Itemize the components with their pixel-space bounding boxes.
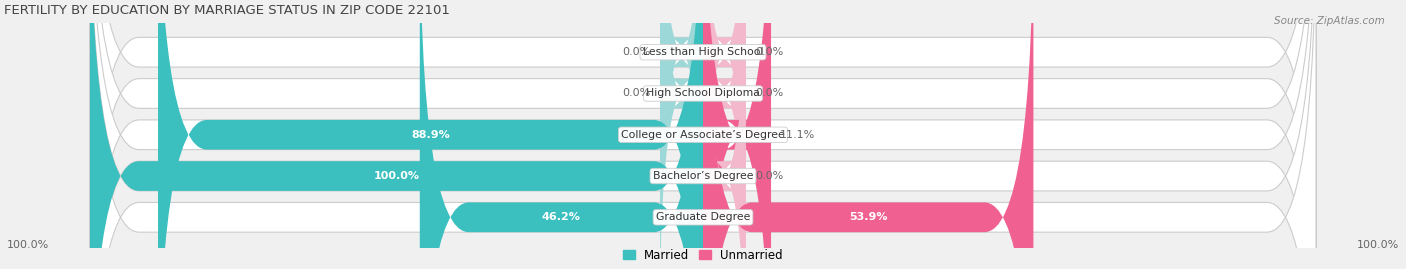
FancyBboxPatch shape — [703, 0, 1033, 269]
Text: 0.0%: 0.0% — [755, 171, 783, 181]
Text: 0.0%: 0.0% — [755, 47, 783, 57]
Text: 0.0%: 0.0% — [755, 89, 783, 98]
FancyBboxPatch shape — [703, 0, 747, 269]
Text: 88.9%: 88.9% — [411, 130, 450, 140]
Text: 0.0%: 0.0% — [623, 89, 651, 98]
Text: 100.0%: 100.0% — [1357, 240, 1399, 250]
FancyBboxPatch shape — [90, 0, 703, 269]
Text: 46.2%: 46.2% — [541, 212, 581, 222]
FancyBboxPatch shape — [703, 0, 747, 269]
FancyBboxPatch shape — [703, 0, 747, 268]
Text: Source: ZipAtlas.com: Source: ZipAtlas.com — [1274, 16, 1385, 26]
Text: Bachelor’s Degree: Bachelor’s Degree — [652, 171, 754, 181]
Text: Graduate Degree: Graduate Degree — [655, 212, 751, 222]
Text: 0.0%: 0.0% — [623, 47, 651, 57]
Text: 100.0%: 100.0% — [374, 171, 419, 181]
FancyBboxPatch shape — [703, 0, 770, 269]
FancyBboxPatch shape — [659, 0, 703, 268]
FancyBboxPatch shape — [420, 0, 703, 269]
Legend: Married, Unmarried: Married, Unmarried — [619, 244, 787, 266]
Text: 100.0%: 100.0% — [7, 240, 49, 250]
Text: High School Diploma: High School Diploma — [647, 89, 759, 98]
Text: College or Associate’s Degree: College or Associate’s Degree — [621, 130, 785, 140]
FancyBboxPatch shape — [659, 0, 703, 269]
FancyBboxPatch shape — [157, 0, 703, 269]
FancyBboxPatch shape — [90, 0, 1316, 269]
FancyBboxPatch shape — [90, 0, 1316, 269]
Text: 53.9%: 53.9% — [849, 212, 887, 222]
FancyBboxPatch shape — [90, 0, 1316, 269]
Text: 11.1%: 11.1% — [780, 130, 815, 140]
FancyBboxPatch shape — [90, 0, 1316, 269]
FancyBboxPatch shape — [90, 0, 1316, 269]
Text: FERTILITY BY EDUCATION BY MARRIAGE STATUS IN ZIP CODE 22101: FERTILITY BY EDUCATION BY MARRIAGE STATU… — [4, 4, 450, 17]
Text: Less than High School: Less than High School — [643, 47, 763, 57]
